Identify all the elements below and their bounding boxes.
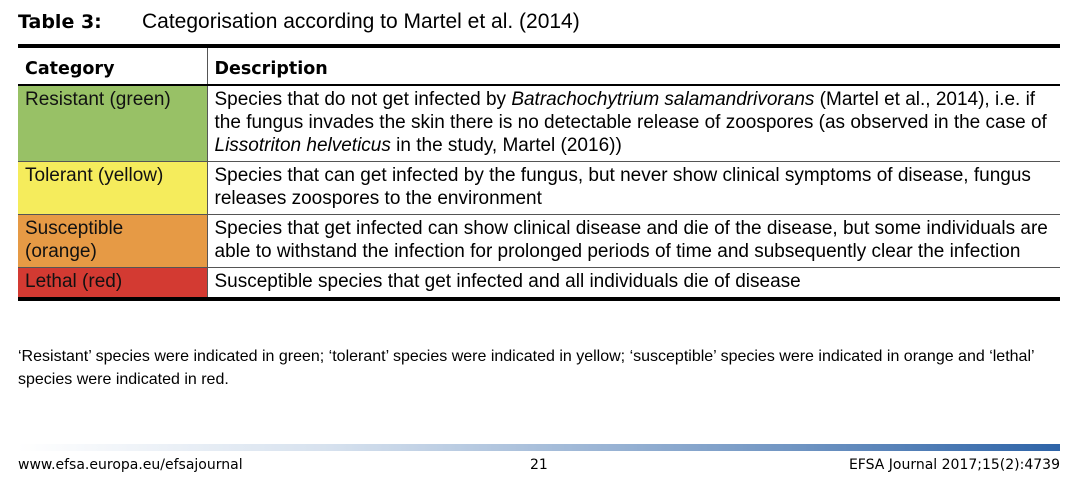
table-row: Resistant (green) Species that do not get… bbox=[18, 84, 1060, 162]
description-text: Susceptible species that get infected an… bbox=[214, 271, 801, 292]
description-cell: Species that get infected can show clini… bbox=[206, 214, 1060, 268]
table-footnote: ‘Resistant’ species were indicated in gr… bbox=[18, 348, 1034, 388]
species-name: Lissotriton helveticus bbox=[214, 135, 391, 156]
description-cell: Susceptible species that get infected an… bbox=[206, 267, 1060, 301]
footer-rule bbox=[18, 444, 1060, 451]
description-cell: Species that can get infected by the fun… bbox=[206, 161, 1060, 215]
description-text: (Martel et al., 2014), i.e. if the fungu… bbox=[214, 89, 1047, 133]
description-text: Species that do not get infected by bbox=[214, 89, 512, 110]
footer-url: www.efsa.europa.eu/efsajournal bbox=[18, 457, 243, 473]
header-description: Description bbox=[206, 44, 1060, 86]
species-name: Batrachochytrium salamandrivorans bbox=[511, 89, 815, 110]
categorisation-table: Category Description Resistant (green) Sp… bbox=[18, 44, 1060, 301]
description-text: in the study, Martel (2016)) bbox=[390, 135, 622, 156]
table-row: Tolerant (yellow) Species that can get in… bbox=[18, 161, 1060, 215]
category-cell: Tolerant (yellow) bbox=[18, 161, 207, 215]
description-text: Species that get infected can show clini… bbox=[214, 218, 1048, 262]
table-title: Categorisation according to Martel et al… bbox=[142, 10, 580, 33]
table-row: Lethal (red) Susceptible species that get… bbox=[18, 267, 1060, 301]
header-category: Category bbox=[18, 44, 207, 86]
category-cell: Susceptible (orange) bbox=[18, 214, 207, 268]
table-number: Table 3: bbox=[18, 11, 102, 33]
table-row: Susceptible (orange) Species that get inf… bbox=[18, 214, 1060, 268]
category-cell: Lethal (red) bbox=[18, 267, 207, 301]
page-number: 21 bbox=[530, 457, 548, 473]
category-cell: Resistant (green) bbox=[18, 84, 207, 162]
table-header-row: Category Description bbox=[18, 44, 1060, 86]
table-caption: Table 3: Categorisation according to Mart… bbox=[18, 8, 580, 36]
journal-citation: EFSA Journal 2017;15(2):4739 bbox=[848, 457, 1060, 473]
description-cell: Species that do not get infected by Batr… bbox=[206, 84, 1060, 162]
description-text: Species that can get infected by the fun… bbox=[214, 165, 1031, 209]
